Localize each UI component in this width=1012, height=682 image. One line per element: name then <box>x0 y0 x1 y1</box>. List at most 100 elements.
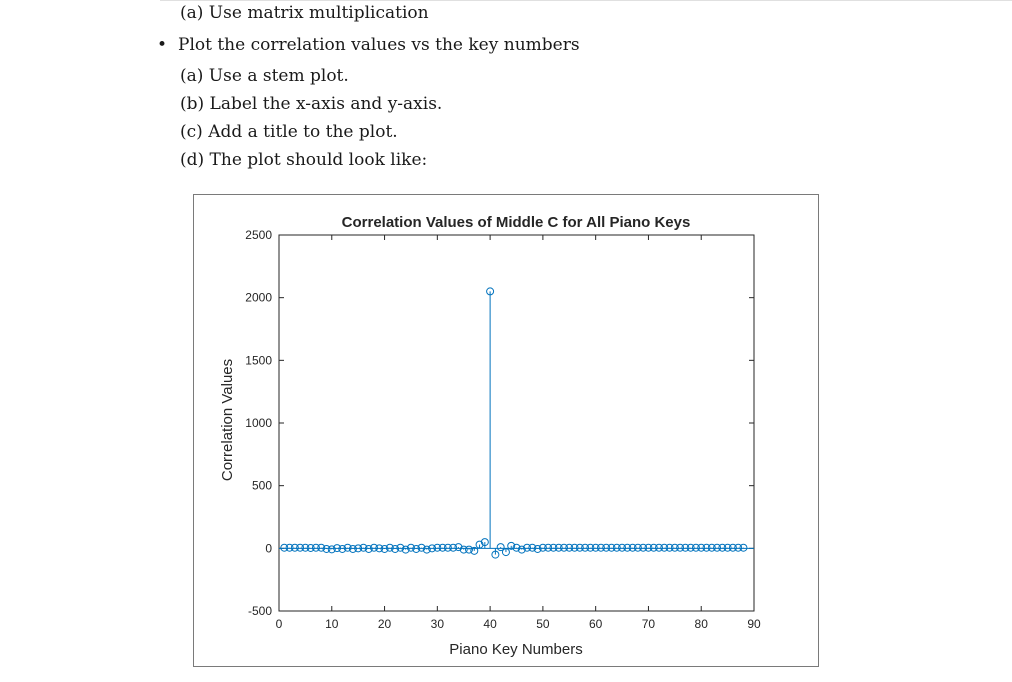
stem-marker <box>691 543 700 552</box>
stem-marker <box>676 543 685 552</box>
stem-marker <box>475 540 484 549</box>
stem-marker <box>565 543 574 552</box>
stem-marker <box>538 543 547 552</box>
stem-marker <box>665 543 674 552</box>
axis-ticks: 0 10 20 30 40 50 60 70 80 90 -500 0 500 1000 1500 2000 2… <box>245 228 761 631</box>
x-tick-label: 30 <box>431 617 445 631</box>
x-axis-label: Piano Key Numbers <box>449 641 582 658</box>
y-axis-label: Correlation Values <box>219 359 236 481</box>
stem-marker <box>681 543 690 552</box>
stem-marker <box>280 543 289 552</box>
x-tick-label: 60 <box>589 617 603 631</box>
y-tick-label: 0 <box>265 541 272 555</box>
x-tick-label: 40 <box>483 617 497 631</box>
stem-marker <box>618 543 627 552</box>
stem-marker <box>523 543 532 552</box>
stem-marker <box>728 543 737 552</box>
y-tick-label: 2000 <box>245 291 272 305</box>
plot-area <box>278 234 755 612</box>
stem-marker <box>354 544 363 553</box>
stem-marker <box>428 544 437 553</box>
x-tick-label: 90 <box>747 617 761 631</box>
stem-marker <box>554 543 563 552</box>
list-item-stem-plot: (a) Use a stem plot. <box>180 66 349 86</box>
stem-marker <box>602 543 611 552</box>
stem-marker <box>718 543 727 552</box>
figure-frame: Correlation Values of Middle C for All P… <box>193 194 819 667</box>
stem-marker <box>296 543 305 552</box>
stem-marker <box>459 545 468 554</box>
stem-marker <box>370 543 378 552</box>
stem-marker <box>575 543 584 552</box>
stem-marker <box>660 543 669 552</box>
stem-marker <box>702 543 711 552</box>
y-tick-label: 1000 <box>245 416 272 430</box>
stem-marker <box>401 545 410 554</box>
stem-marker <box>348 544 357 553</box>
stem-marker <box>380 544 389 553</box>
stem-marker <box>301 543 310 552</box>
y-tick-label: 2500 <box>245 228 272 242</box>
stem-marker <box>311 543 320 552</box>
stem-marker <box>285 543 294 552</box>
stem-marker <box>581 543 590 552</box>
stem-marker <box>480 538 489 547</box>
stem-marker <box>396 543 405 552</box>
stem-marker <box>734 543 743 552</box>
stem-marker <box>433 543 442 552</box>
stem-marker <box>644 543 653 552</box>
stem-marker <box>507 541 516 550</box>
stem-marker <box>306 543 315 552</box>
stem-marker <box>486 287 495 296</box>
stem-marker <box>655 543 663 552</box>
y-tick-label: 500 <box>252 479 272 493</box>
stem-marker <box>333 544 342 553</box>
stem-marker <box>639 543 648 552</box>
stem-marker <box>438 543 447 552</box>
stem-marker <box>417 543 426 552</box>
stem-marker <box>607 543 616 552</box>
stem-marker <box>412 544 421 553</box>
stem-marker <box>391 544 400 553</box>
stem-marker <box>596 543 605 552</box>
stem-marker <box>512 543 521 552</box>
stem-marker <box>385 543 394 552</box>
stem-marker <box>496 543 505 552</box>
y-tick-label: -500 <box>248 604 272 618</box>
stem-marker <box>623 543 632 552</box>
stem-marker <box>713 543 722 552</box>
stem-marker <box>686 543 695 552</box>
list-item-label-axes: (b) Label the x-axis and y-axis. <box>180 94 443 114</box>
stem-marker <box>633 543 642 552</box>
x-tick-label: 10 <box>325 617 339 631</box>
stem-marker <box>454 543 463 552</box>
stem-marker <box>707 543 716 552</box>
stem-marker <box>422 545 431 554</box>
stem-marker <box>491 550 500 559</box>
chart-title: Correlation Values of Middle C for All P… <box>342 214 691 231</box>
stem-marker <box>322 544 331 553</box>
stem-marker <box>343 543 352 552</box>
list-item-add-title: (c) Add a title to the plot. <box>180 122 398 142</box>
stem-marker <box>570 543 579 552</box>
stem-marker <box>406 543 415 552</box>
stem-marker <box>290 543 299 552</box>
bullet-marker: • <box>157 35 168 55</box>
stem-marker <box>449 543 458 552</box>
x-tick-label: 20 <box>378 617 392 631</box>
x-tick-label: 70 <box>642 617 656 631</box>
stem-marker <box>327 545 336 554</box>
y-tick-label: 1500 <box>245 353 272 367</box>
stem-marker <box>612 543 621 552</box>
stem-marker <box>465 545 473 554</box>
stem-marker <box>739 543 748 552</box>
stem-marker <box>723 543 732 552</box>
stem-marker <box>628 543 637 552</box>
stem-marker <box>697 543 706 552</box>
stem-marker <box>591 543 600 552</box>
stem-marker <box>649 543 658 552</box>
stem-marker <box>501 548 510 557</box>
stem-marker <box>443 543 452 552</box>
stem-marker <box>670 543 679 552</box>
stem-marker <box>560 543 568 552</box>
